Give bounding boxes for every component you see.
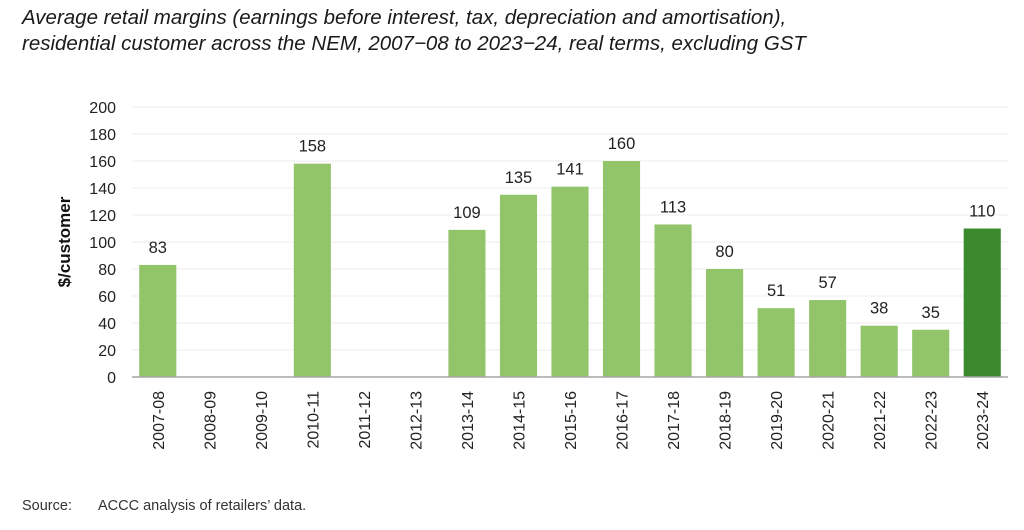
x-tick-label: 2011-12 (357, 391, 374, 449)
data-label-2019-20: 51 (767, 282, 785, 300)
x-tick-label: 2019-20 (769, 391, 786, 450)
bar-2023-24 (963, 228, 1001, 377)
bar-2015-16 (551, 186, 589, 377)
data-label-2014-15: 135 (505, 169, 533, 187)
bar-2007-08 (139, 264, 177, 377)
data-labels: 83 158 109 135 141 160 113 80 51 57 38 35 110 (149, 135, 996, 322)
y-tick-label: 60 (98, 289, 116, 306)
chart-title-line-2: residential customer across the NEM, 200… (22, 32, 806, 55)
bar-2016-17 (602, 161, 641, 377)
x-tick-label: 2008-09 (202, 391, 219, 450)
x-tick-label: 2007-08 (151, 391, 168, 450)
source-label: Source: (22, 498, 72, 514)
y-tick-label: 0 (107, 370, 116, 387)
bar-2020-21 (809, 300, 847, 377)
y-tick-label: 200 (89, 100, 116, 117)
data-label-2020-21: 57 (818, 274, 836, 292)
x-tick-label: 2012-13 (408, 391, 425, 450)
data-label-2016-17: 160 (608, 135, 636, 153)
bar-2018-19 (706, 269, 744, 377)
bar-2021-22 (860, 325, 898, 377)
data-label-2018-19: 80 (715, 243, 733, 261)
data-label-2013-14: 109 (453, 204, 481, 222)
x-tick-label: 2015-16 (563, 391, 580, 450)
data-label-2022-23: 35 (922, 304, 940, 322)
chart-title-line-1: Average retail margins (earnings before … (22, 6, 787, 29)
x-tick-label: 2013-14 (460, 391, 477, 450)
x-tick-label: 2016-17 (615, 391, 632, 450)
x-tick-label: 2021-22 (872, 391, 889, 450)
y-tick-label: 40 (98, 316, 116, 333)
bar-2013-14 (448, 229, 486, 377)
y-tick-label: 20 (98, 343, 116, 360)
x-tick-label: 2017-18 (666, 391, 683, 450)
x-tick-label: 2020-21 (821, 391, 838, 450)
y-tick-label: 140 (89, 181, 116, 198)
y-tick-label: 160 (89, 154, 116, 171)
x-tick-label: 2023-24 (975, 391, 992, 450)
x-tick-label: 2018-19 (718, 391, 735, 450)
y-tick-label: 100 (89, 235, 116, 252)
bar-2010-11 (293, 163, 331, 377)
x-tick-label: 2010-11 (305, 391, 322, 449)
y-axis-ticks: 0 20 40 60 80 100 120 140 160 180 200 (89, 100, 116, 387)
source-text: ACCC analysis of retailers’ data. (98, 498, 307, 514)
x-tick-label: 2009-10 (254, 391, 271, 450)
data-label-2023-24: 110 (969, 203, 995, 221)
bars (139, 161, 1001, 377)
bar-2017-18 (654, 224, 692, 377)
bar-2022-23 (912, 329, 950, 377)
data-label-2010-11: 158 (299, 138, 327, 156)
y-axis-label: $/customer (55, 196, 74, 287)
bar-2014-15 (499, 194, 538, 377)
x-tick-label: 2014-15 (511, 391, 528, 450)
x-tick-label: 2022-23 (924, 391, 941, 450)
data-label-2021-22: 38 (870, 300, 888, 318)
y-tick-label: 120 (89, 208, 116, 225)
x-axis-ticks: 2007-08 2008-09 2009-10 2010-11 2011-12 2012-… (151, 391, 992, 450)
y-tick-label: 80 (98, 262, 116, 279)
bar-2019-20 (757, 308, 795, 377)
data-label-2015-16: 141 (556, 161, 584, 179)
data-label-2007-08: 83 (149, 239, 167, 257)
chart-title: Average retail margins (earnings before … (22, 5, 1012, 57)
source-note: Source: ACCC analysis of retailers’ data. (22, 498, 306, 514)
y-tick-label: 180 (89, 127, 116, 144)
data-label-2017-18: 113 (660, 198, 686, 216)
